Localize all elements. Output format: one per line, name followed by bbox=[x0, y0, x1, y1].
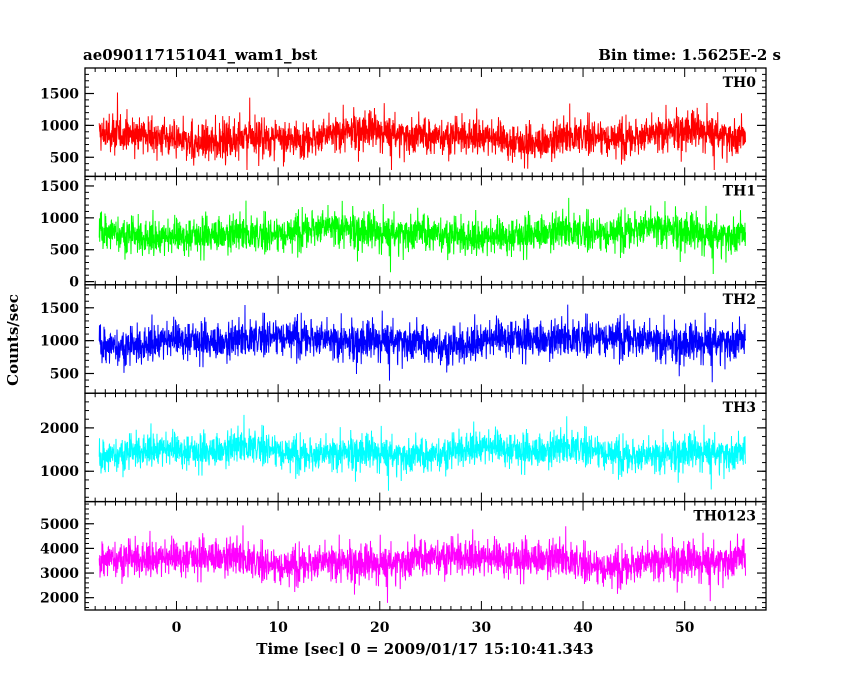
x-tick-label: 50 bbox=[675, 620, 695, 636]
series-th0123 bbox=[98, 525, 746, 603]
y-tick-label: 1500 bbox=[40, 179, 79, 195]
x-tick-label: 0 bbox=[172, 620, 182, 636]
series-th0 bbox=[98, 92, 746, 171]
y-tick-label: 4000 bbox=[40, 541, 79, 557]
x-tick-label: 30 bbox=[472, 620, 492, 636]
y-tick-label: 1000 bbox=[40, 118, 79, 134]
y-tick-label: 1000 bbox=[40, 334, 79, 350]
chart-subtitle: Bin time: 1.5625E-2 s bbox=[598, 46, 781, 64]
panel-th3: 1000 2000 TH3 bbox=[40, 392, 767, 503]
x-tick-label: 10 bbox=[268, 620, 288, 636]
panel-label: TH0123 bbox=[693, 509, 756, 525]
y-axis-label: Counts/sec bbox=[4, 294, 22, 386]
panel-th0123: 2000 3000 4000 5000 TH0123 bbox=[40, 500, 767, 611]
y-tick-label: 1000 bbox=[40, 464, 79, 480]
panel-th2: 500 1000 1500 TH2 bbox=[40, 284, 767, 394]
y-tick-label: 2000 bbox=[40, 591, 79, 607]
x-axis-label: Time [sec] 0 = 2009/01/17 15:10:41.343 bbox=[256, 640, 593, 658]
panel-label: TH1 bbox=[723, 183, 756, 199]
series-th1 bbox=[98, 197, 746, 274]
y-tick-label: 2000 bbox=[40, 421, 79, 437]
y-tick-label: 3000 bbox=[40, 566, 79, 582]
panel-label: TH3 bbox=[723, 400, 756, 416]
y-tick-label: 1500 bbox=[40, 301, 79, 317]
x-tick-label: 20 bbox=[370, 620, 390, 636]
series-th3 bbox=[98, 414, 746, 491]
panel-th1: 0 500 1000 1500 TH1 bbox=[40, 175, 767, 291]
y-tick-label: 5000 bbox=[40, 517, 79, 533]
panel-label: TH0 bbox=[723, 75, 757, 91]
chart-title: ae090117151041_wam1_bst bbox=[83, 46, 317, 64]
series-th2 bbox=[98, 304, 746, 383]
y-tick-label: 1000 bbox=[40, 211, 79, 227]
panel-th0: 500 1000 1500 TH0 bbox=[40, 67, 767, 178]
y-tick-label: 500 bbox=[50, 366, 79, 382]
y-tick-label: 0 bbox=[69, 275, 79, 291]
y-tick-label: 1500 bbox=[40, 87, 79, 103]
x-tick-label: 40 bbox=[573, 620, 593, 636]
panel-label: TH2 bbox=[723, 292, 756, 308]
x-tick-labels: 0 10 20 30 40 50 bbox=[172, 620, 695, 636]
y-tick-label: 500 bbox=[50, 150, 79, 166]
y-tick-label: 500 bbox=[50, 243, 79, 259]
panel-frame bbox=[84, 500, 767, 611]
